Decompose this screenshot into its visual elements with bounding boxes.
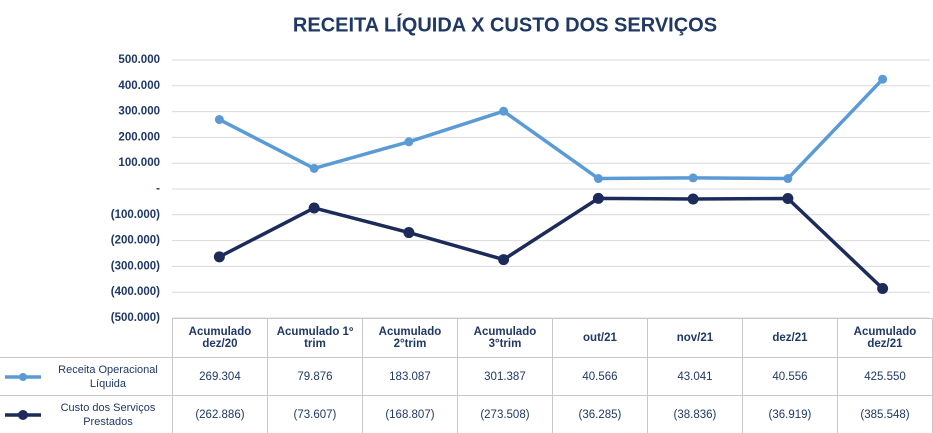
point [878,74,888,84]
value-cell: 40.556 [741,357,838,396]
point [688,173,698,183]
point [213,251,225,263]
legend-marker [18,409,28,420]
category-label: nov/21 [646,318,743,358]
value-cell: (73.607) [266,395,363,433]
y-tick-label: (400.000) [111,286,160,298]
point [593,174,603,184]
point [214,115,224,125]
y-tick-label: 200.000 [118,131,160,143]
value-cell: 79.876 [266,357,363,396]
value-cell: (38.836) [646,395,743,433]
legend-label: Custo dos Serviços Prestados [60,401,156,428]
data-row: Custo dos Serviços Prestados (262.886) (73… [0,395,933,433]
category-label: Acumulado dez/21 [836,318,933,358]
value-cell: 269.304 [171,357,268,396]
legend-label: Receita Operacional Líquida [58,363,158,390]
category-label: dez/21 [741,318,838,358]
point [782,193,794,205]
data-row: Receita Operacional Líquida 269.304 79.876… [0,357,933,396]
value-cell: (385.548) [836,395,933,433]
y-tick-label: 400.000 [118,80,160,92]
category-label: Acumulado 1º trim [266,318,363,358]
y-tick-label: 500.000 [118,54,160,66]
legend-entry: Receita Operacional Líquida [3,363,169,391]
value-cell: 183.087 [361,357,458,396]
value-cell: (168.807) [361,395,458,433]
y-tick-label: 100.000 [118,157,160,169]
point [308,202,320,214]
category-label: Acumulado 2°trim [361,318,458,358]
legend-swatch [5,409,41,420]
point [877,282,889,294]
point [783,174,793,184]
category-label: Acumulado dez/20 [171,318,268,358]
value-cell: 43.041 [646,357,743,396]
legend-swatch [5,372,41,381]
y-tick-label: (200.000) [111,235,160,247]
point [499,106,509,116]
series-line [218,196,884,290]
y-tick-label: (300.000) [111,260,160,272]
y-tick-label: 300.000 [118,106,160,118]
legend-cell: Custo dos Serviços Prestados [0,395,173,433]
point [404,137,414,147]
value-cell: (36.285) [551,395,648,433]
category-label: Acumulado 3°trim [456,318,553,358]
blank-cell [0,319,172,358]
point [403,227,415,239]
legend-cell: Receita Operacional Líquida [0,357,173,396]
value-cell: 40.566 [551,357,648,396]
series-line [218,78,884,181]
header-row: Acumulado dez/20 Acumulado 1º trim Acumula… [0,318,933,358]
category-label: out/21 [551,318,648,358]
data-table: Acumulado dez/20 Acumulado 1º trim Acumula… [0,318,933,433]
legend-entry: Custo dos Serviços Prestados [3,401,169,429]
point [498,254,510,266]
value-cell: 425.550 [836,357,933,396]
value-cell: (273.508) [456,395,553,433]
y-tick-label: - [156,183,160,195]
legend-marker [19,372,27,381]
value-cell: (36.919) [741,395,838,433]
y-tick-label: (100.000) [111,209,160,221]
y-tick-label: (500.000) [111,312,160,324]
point [687,193,699,205]
value-cell: (262.886) [171,395,268,433]
point [309,163,319,173]
point [592,192,604,204]
chart-title: RECEITA LÍQUIDA X CUSTO DOS SERVIÇOS [293,13,717,36]
value-cell: 301.387 [456,357,553,396]
